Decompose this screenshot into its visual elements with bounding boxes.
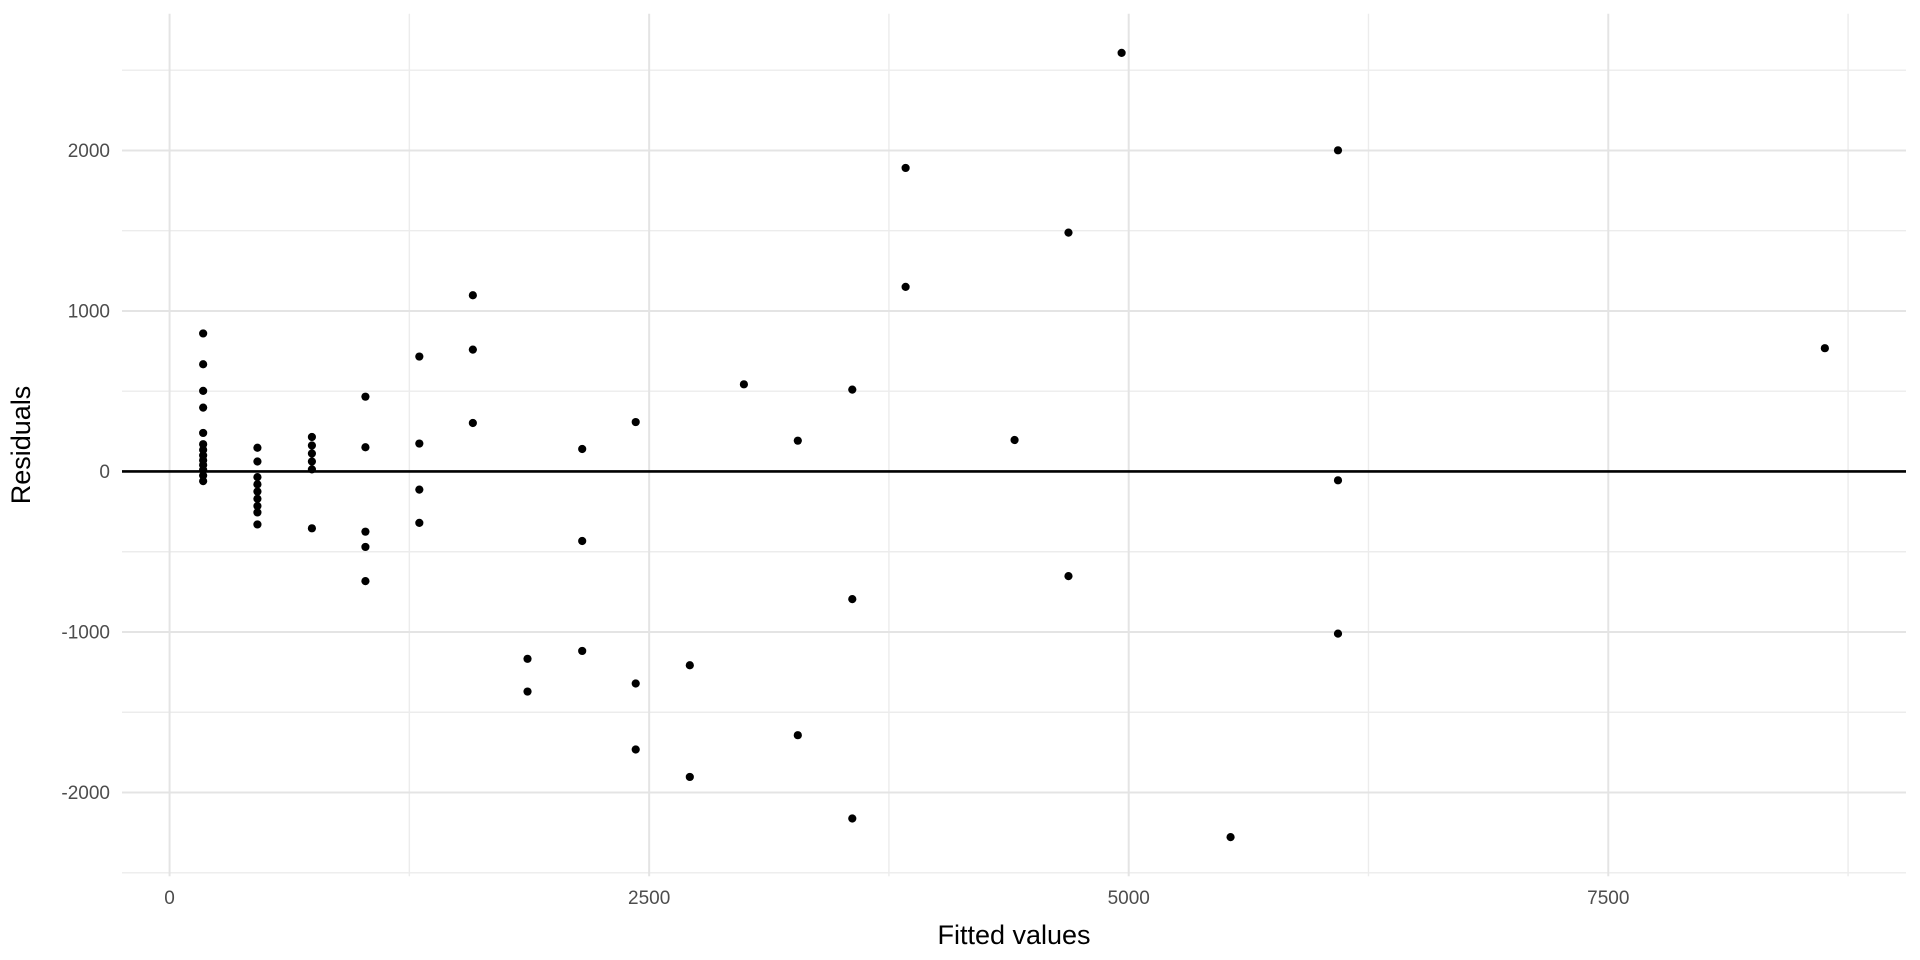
data-point [199,465,208,474]
data-point [253,487,262,496]
data-point [307,441,317,450]
data-point [468,345,477,354]
x-tick-label: 2500 [628,888,670,909]
data-point [415,439,424,448]
data-point [199,360,208,369]
x-tick-label: 7500 [1587,888,1629,909]
y-axis-title: Residuals [6,386,36,505]
data-point [307,465,317,474]
data-point [631,745,640,754]
data-point [415,518,424,527]
data-point [1333,629,1343,638]
data-point [253,443,262,452]
data-point [848,814,857,823]
data-point [793,731,802,740]
data-point [1064,228,1073,237]
data-point [307,524,317,533]
data-point [307,457,317,466]
y-axis-tick-labels: -2000 -1000 0 1000 2000 [61,141,110,804]
data-point [631,417,640,427]
y-tick-label: 1000 [68,302,110,323]
data-point [361,577,370,586]
data-point [253,494,262,503]
data-point [1117,48,1126,57]
y-tick-label: -1000 [61,623,110,644]
data-point [361,443,370,452]
data-point [199,386,208,396]
data-point [199,477,208,486]
data-point [578,444,587,454]
grid-minor-lines [122,13,1906,877]
data-point [199,440,208,449]
data-point [361,527,370,536]
data-point [199,403,208,412]
data-point [253,480,262,489]
data-point [253,508,262,517]
data-point [1333,476,1343,485]
data-point [253,473,262,482]
y-tick-label: 2000 [68,141,110,162]
data-point [793,436,802,445]
x-tick-label: 0 [164,888,175,909]
data-point [578,536,587,546]
data-point [578,646,587,656]
data-point [468,418,477,428]
y-tick-label: -2000 [61,783,110,804]
grid-major-lines [122,13,1906,877]
data-point [848,385,857,394]
data-point [901,282,910,291]
data-point [685,661,694,670]
data-point [361,542,370,552]
data-point [199,428,208,438]
data-point [1226,833,1235,842]
data-point [199,329,208,338]
data-point [1333,146,1343,155]
x-tick-label: 5000 [1108,888,1150,909]
x-axis-tick-labels: 0 2500 5000 7500 [164,888,1629,909]
x-axis-title: Fitted values [937,920,1090,950]
data-point [901,163,910,173]
data-point [685,772,694,782]
data-point [848,594,857,604]
data-point [253,520,262,529]
data-point [253,457,262,466]
scatter-points [199,48,1829,842]
data-point [307,432,317,442]
data-point [1820,344,1829,353]
data-point [523,654,532,663]
data-point [631,679,640,688]
data-point [415,352,424,361]
data-point [1010,435,1019,445]
data-point [199,471,208,480]
data-point [253,501,262,511]
data-point [307,449,317,458]
data-point [523,687,532,696]
data-point [361,392,370,401]
data-point [739,380,749,389]
y-tick-label: 0 [99,462,110,483]
data-point [468,291,477,300]
data-point [1064,572,1073,581]
data-point [199,445,208,454]
data-point [415,485,424,494]
